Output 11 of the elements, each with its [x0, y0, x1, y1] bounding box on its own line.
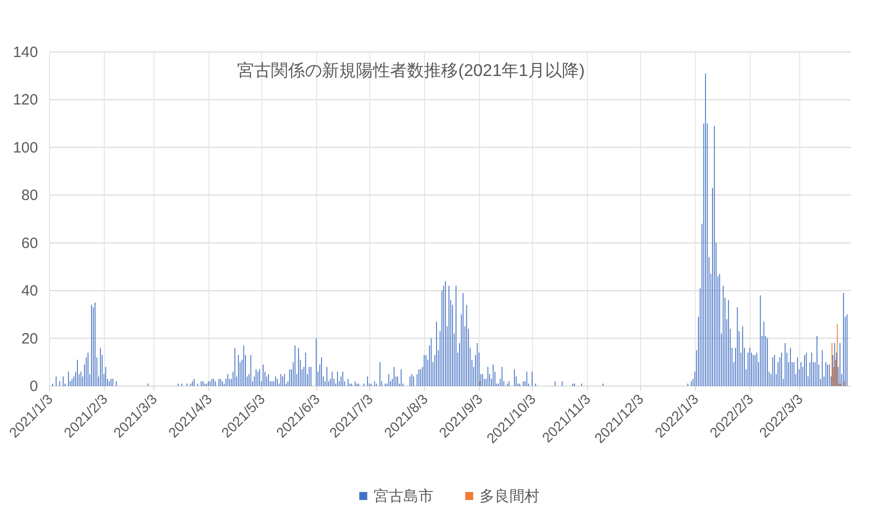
legend-label: 宮古島市: [373, 488, 434, 505]
y-tick-label: 120: [12, 92, 38, 109]
y-tick-label: 100: [12, 139, 38, 156]
y-tick-label: 40: [21, 282, 38, 300]
y-tick-label: 80: [21, 187, 38, 204]
y-tick-label: 140: [12, 44, 38, 61]
text: 宮古関係の新規陽性者数推移(2021年1月以降): [237, 61, 585, 80]
legend-label: 多良間村: [479, 488, 540, 505]
y-tick-label: 60: [21, 234, 38, 252]
y-tick-label: 0: [30, 378, 38, 395]
y-tick-label: 20: [21, 330, 38, 348]
